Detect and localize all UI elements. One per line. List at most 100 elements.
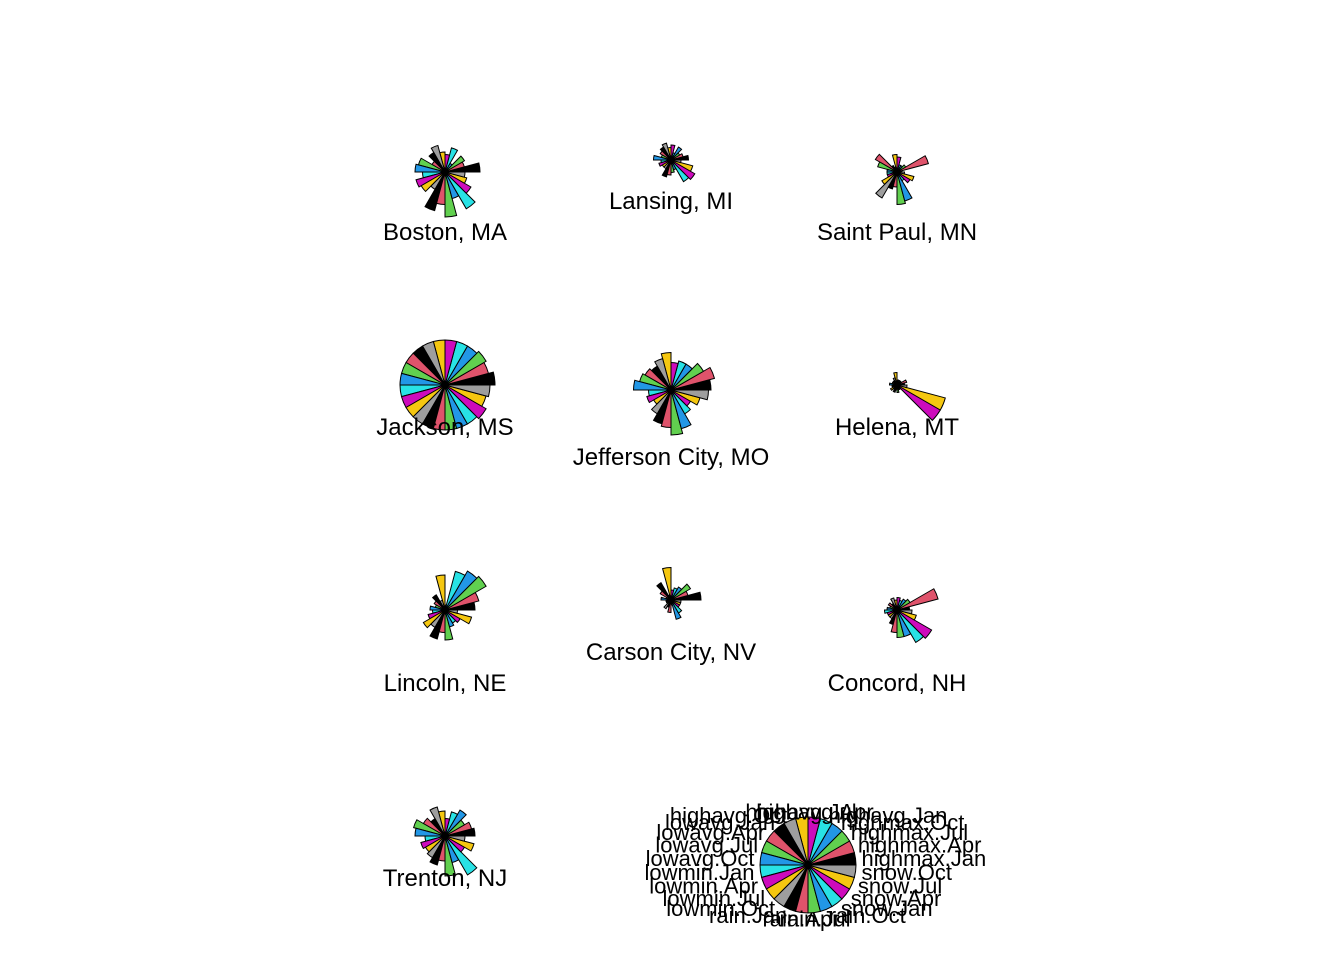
segment-snow-oct: [670, 599, 682, 604]
segment-highmax-oct: [444, 570, 478, 611]
segment-snow-apr: [896, 609, 933, 639]
star-trenton-nj: Trenton, NJ: [383, 806, 508, 892]
segment-snow-oct: [444, 384, 491, 398]
segment-rain-jan: [424, 171, 446, 212]
segment-lowavg-apr: [659, 590, 672, 601]
key-label: highavg.Jul: [745, 800, 856, 825]
segment-highavg-jan: [444, 147, 459, 173]
star-label: Saint Paul, MN: [817, 219, 977, 246]
segment-lowavg-oct: [414, 163, 446, 173]
star-label: Concord, NH: [828, 670, 967, 697]
star-saint-paul-mn: Saint Paul, MN: [817, 153, 977, 246]
segment-highavg-jan: [444, 811, 459, 837]
segment-highmax-oct: [670, 146, 683, 161]
key-label: snow.Jul: [858, 874, 942, 899]
star-lansing-mi: Lansing, MI: [609, 142, 733, 215]
star-lincoln-ne: Lincoln, NE: [384, 570, 507, 697]
key-label: lowavg.Jan: [665, 810, 775, 835]
key-label: lowavg.Oct: [646, 846, 755, 871]
star-label: Helena, MT: [835, 414, 959, 441]
segment-snow-apr: [444, 384, 487, 420]
segment-snow-oct: [896, 609, 913, 615]
segment-lowavg-apr: [659, 150, 672, 161]
segment-lowavg-oct: [414, 827, 446, 837]
segment-highavg-apr: [896, 596, 901, 611]
segment-highavg-jan: [444, 570, 466, 611]
key-label: lowmin.Jan: [644, 860, 754, 885]
segment-snow-oct: [896, 384, 908, 389]
star-label: Lansing, MI: [609, 188, 733, 215]
star-label: Trenton, NJ: [383, 865, 508, 892]
key-label: highavg.Apr: [756, 800, 873, 825]
segment-highmax-jul: [444, 575, 487, 611]
star-concord-nh: Concord, NH: [828, 588, 967, 697]
segment-rain-jan: [429, 609, 446, 640]
segment-lowavg-oct: [429, 605, 446, 611]
segment-lowmin-oct: [875, 171, 898, 199]
segment-lowavg-oct: [632, 379, 672, 391]
segment-snow-jul: [444, 609, 473, 625]
segment-rain-jan: [429, 835, 446, 866]
key-label: highmax.Jan: [862, 846, 987, 871]
key-label: highavg.Oct: [670, 803, 787, 828]
segment-rain-jan: [661, 159, 672, 178]
stars-grid: Boston, MA Lansing, MI Saint Paul, MN Jacks…: [376, 142, 977, 892]
key-label: snow.Jan: [841, 896, 933, 921]
segment-highmax-jul: [670, 583, 692, 601]
segment-rain-apr: [667, 599, 672, 614]
segment-snow-jan: [670, 389, 692, 415]
segment-snow-oct: [444, 835, 466, 842]
segment-highmax-apr: [896, 588, 939, 611]
key-label: rain.Jan: [709, 903, 787, 928]
segment-lowavg-apr: [433, 600, 446, 611]
segment-highmax-oct: [896, 598, 907, 611]
key-label: lowavg.Apr: [656, 820, 765, 845]
star-label: Lincoln, NE: [384, 670, 507, 697]
segment-rain-jan: [887, 171, 898, 190]
segment-snow-jul: [896, 171, 915, 182]
key-label: lowmin.Jul: [662, 886, 765, 911]
key-label: snow.Apr: [851, 886, 942, 911]
segment-snow-jul: [670, 159, 694, 172]
key-label: highmax.Apr: [858, 832, 982, 857]
segment-lowavg-apr: [874, 153, 898, 173]
segment-highmax-apr: [670, 366, 716, 391]
segment-highmax-jul: [670, 362, 705, 391]
segment-lowavg-jul: [412, 819, 446, 837]
star-label: Boston, MA: [383, 219, 507, 246]
key-label: lowmin.Oct: [666, 896, 775, 921]
segment-highavg-jan: [670, 587, 678, 601]
segment-highavg-jan: [670, 360, 687, 391]
segment-snow-oct: [670, 159, 682, 164]
key-label: lowavg.Jul: [655, 832, 758, 857]
segment-lowavg-jul: [877, 161, 898, 173]
segment-highmax-oct: [670, 586, 683, 601]
star-carson-city-nv: Carson City, NV: [586, 566, 756, 666]
key-label: snow.Oct: [862, 860, 952, 885]
star-boston-ma: Boston, MA: [383, 144, 507, 246]
segment-lowavg-oct: [652, 154, 672, 161]
key-label: rain.Apr: [762, 907, 839, 932]
key-label: highavg.Jan: [829, 803, 948, 828]
segment-snow-oct: [896, 171, 906, 175]
segment-lowavg-oct: [660, 596, 672, 601]
star-jefferson-city-mo: Jefferson City, MO: [573, 351, 769, 471]
segment-lowmin-jul: [422, 609, 446, 629]
key-star: highmax.Janhighmax.Aprhighmax.Julhighmax…: [644, 800, 986, 932]
segment-snow-jul: [444, 835, 475, 852]
star-jackson-ms: Jackson, MS: [376, 339, 514, 441]
star-label: Carson City, NV: [586, 639, 756, 666]
key-segment-snow-oct: [807, 864, 857, 879]
segment-snow-oct: [670, 389, 710, 401]
star-label: Jackson, MS: [376, 414, 513, 441]
key-label: rain.Jul: [780, 907, 851, 932]
segment-snow-apr: [670, 159, 696, 181]
segment-lowmin-jul: [420, 171, 446, 193]
key-label: highmax.Jul: [851, 820, 968, 845]
segment-lowavg-jan: [656, 581, 672, 601]
segment-highmax-jul: [444, 350, 487, 386]
segment-highavg-apr: [670, 144, 676, 161]
segment-highmax-oct: [444, 809, 467, 837]
segment-lowavg-jan: [428, 151, 446, 173]
